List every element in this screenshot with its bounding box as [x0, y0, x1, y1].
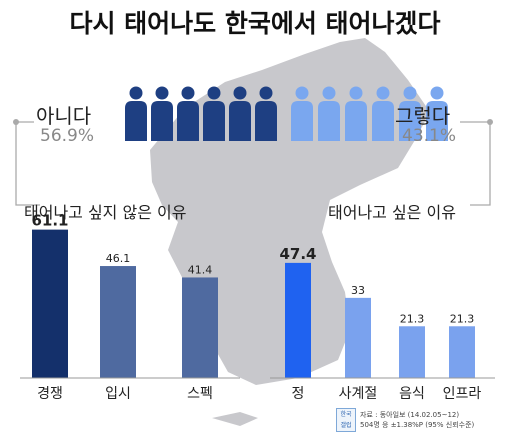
- right-bracket-dot: [487, 119, 493, 125]
- bar-value-label: 33: [351, 284, 365, 297]
- person-icon: [229, 86, 251, 141]
- category-label: 입시: [105, 386, 131, 402]
- bar: [32, 229, 68, 378]
- source-line-2: 504명 응 ±1.38%P (95% 신뢰수준): [360, 421, 475, 429]
- right-bracket: [460, 121, 491, 206]
- bar: [285, 262, 311, 378]
- category-label: 음식: [399, 386, 425, 402]
- person-icon: [203, 86, 225, 141]
- bar: [345, 297, 371, 378]
- category-label: 정: [292, 386, 305, 402]
- source-logo: 한국 갤럽: [336, 408, 356, 432]
- left-bracket: [15, 121, 40, 206]
- bar-value-label: 61.1: [31, 212, 68, 230]
- person-icon: [125, 86, 147, 141]
- person-icon: [255, 86, 277, 141]
- jeju-island-shape: [212, 412, 258, 426]
- yes-reason-heading: 태어나고 싶은 이유: [328, 203, 456, 222]
- person-icon: [399, 86, 421, 141]
- bar: [100, 266, 136, 378]
- category-label: 인프라: [443, 386, 482, 402]
- no-percent: 56.9%: [40, 126, 95, 146]
- category-label: 사계절: [339, 386, 378, 402]
- person-icon: [318, 86, 340, 141]
- no-label: 아니다: [36, 104, 92, 128]
- bar: [399, 326, 425, 378]
- no-reason-heading: 태어나고 싶지 않은 이유: [24, 203, 187, 222]
- page-title: 다시 태어나도 한국에서 태어나겠다: [69, 9, 441, 38]
- bar: [449, 326, 475, 378]
- person-icon: [151, 86, 173, 141]
- yes-percent: 43.1%: [402, 126, 457, 146]
- person-icon: [426, 86, 448, 141]
- bar-value-label: 21.3: [450, 312, 475, 325]
- bar-value-label: 41.4: [188, 263, 213, 276]
- bar: [182, 277, 218, 378]
- person-icon: [372, 86, 394, 141]
- bar-value-label: 46.1: [106, 252, 131, 265]
- source-text: 자료 : 동아일보 (14.02.05~12) 504명 응 ±1.38%P (…: [360, 410, 508, 430]
- source-note: 한국 갤럽 자료 : 동아일보 (14.02.05~12) 504명 응 ±1.…: [336, 406, 508, 439]
- person-icon: [177, 86, 199, 141]
- bar-value-label: 21.3: [400, 312, 425, 325]
- no-people-figures: [125, 86, 277, 141]
- category-label: 경쟁: [37, 386, 63, 402]
- yes-label: 그렇다: [395, 104, 451, 128]
- person-icon: [345, 86, 367, 141]
- bar-value-label: 47.4: [279, 245, 316, 263]
- left-bracket-dot: [13, 119, 19, 125]
- person-icon: [291, 86, 313, 141]
- category-label: 스펙: [187, 386, 213, 402]
- source-line-1: 자료 : 동아일보 (14.02.05~12): [360, 411, 460, 419]
- yes-people-figures: [291, 86, 448, 141]
